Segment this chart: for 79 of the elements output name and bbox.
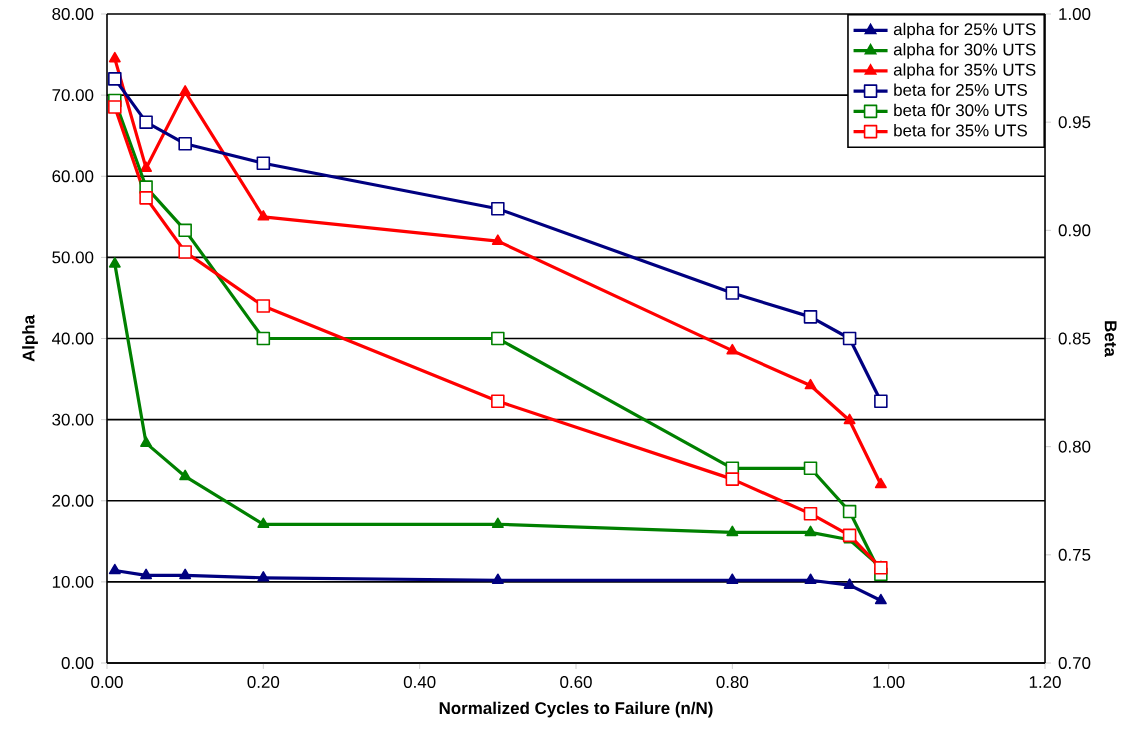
point (256, 299, 271, 313)
point (874, 477, 887, 489)
point (139, 191, 153, 205)
point (140, 161, 153, 172)
point (257, 517, 270, 529)
y-tick-label: 20.00 (52, 494, 94, 507)
point (804, 525, 817, 537)
point (108, 100, 122, 114)
y2-tick-label: 0.95 (1058, 116, 1091, 129)
point (843, 413, 856, 425)
y-tick-label: 50.00 (52, 251, 94, 264)
point (257, 571, 270, 582)
y-tick-label: 0.00 (61, 657, 94, 669)
y2-tick-label: 1.00 (1059, 8, 1091, 20)
x-tick-label: 0.80 (716, 676, 749, 688)
y-axis-title: Alpha (22, 314, 38, 362)
y2-tick-label: 0.75 (1058, 548, 1091, 561)
point (725, 472, 740, 486)
point (874, 593, 887, 605)
point (842, 528, 857, 543)
point (874, 394, 888, 409)
legend-label: alpha for 35% UTS (893, 63, 1036, 80)
point (108, 51, 121, 63)
point (804, 573, 817, 585)
y-tick-label: 80.00 (52, 8, 94, 20)
legend-label: beta f0r 30% UTS (894, 103, 1027, 117)
point (491, 517, 504, 529)
point (178, 245, 192, 259)
x-tick-label: 1.00 (873, 676, 905, 688)
point (257, 210, 270, 221)
x-tick-label: 0.00 (91, 676, 123, 688)
y2-tick-label: 0.80 (1058, 440, 1091, 453)
point (491, 331, 505, 346)
y2-tick-label: 0.70 (1058, 657, 1091, 669)
point (725, 286, 740, 300)
x-tick-label: 0.20 (247, 676, 280, 688)
point (178, 137, 192, 151)
y2-tick-label: 0.85 (1058, 332, 1091, 345)
point (726, 573, 739, 585)
point (491, 201, 505, 216)
point (843, 578, 856, 589)
y-tick-label: 60.00 (52, 170, 94, 183)
point (491, 573, 504, 585)
y-tick-label: 40.00 (51, 332, 94, 345)
x-axis-title: Normalized Cycles to Failure (n/N) (439, 701, 713, 718)
point (178, 223, 192, 238)
point (256, 331, 271, 346)
point (108, 563, 121, 575)
x-tick-label: 0.40 (403, 676, 436, 688)
point (108, 72, 122, 86)
y-tick-label: 10.00 (52, 575, 94, 588)
point (842, 331, 857, 346)
point (179, 568, 192, 580)
x-tick-label: 0.60 (560, 676, 592, 688)
x-tick-label: 1.20 (1029, 676, 1061, 688)
y-tick-label: 30.00 (52, 413, 94, 426)
legend-label: alpha for 25% UTS (893, 22, 1036, 39)
point (804, 378, 817, 390)
point (842, 504, 857, 519)
point (726, 343, 739, 355)
point (179, 469, 192, 481)
point (179, 85, 192, 96)
point (491, 234, 504, 245)
legend-label: alpha for 30% UTS (893, 43, 1036, 59)
point (108, 257, 121, 268)
point (491, 394, 505, 409)
y2-tick-label: 0.90 (1058, 224, 1091, 237)
point (256, 156, 271, 171)
point (803, 310, 818, 324)
y-tick-label: 70.00 (52, 89, 94, 102)
y2-axis-title: Beta (1104, 321, 1117, 357)
legend-label: beta for 25% UTS (894, 83, 1027, 96)
point (803, 506, 818, 521)
point (726, 525, 739, 537)
point (140, 436, 153, 447)
point (803, 461, 818, 476)
point (140, 568, 153, 580)
point (139, 115, 153, 129)
legend-label: beta for 35% UTS (894, 123, 1027, 137)
